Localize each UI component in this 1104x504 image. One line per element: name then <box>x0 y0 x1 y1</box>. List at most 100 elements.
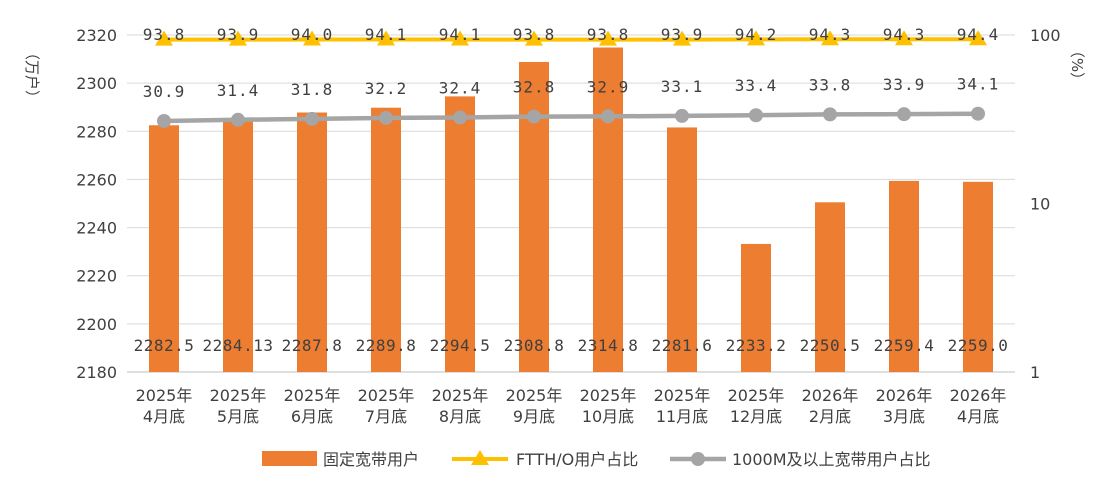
category-label-line: 2025年 <box>284 386 341 405</box>
category-label-line: 2025年 <box>728 386 785 405</box>
category-label-line: 7月底 <box>365 407 407 426</box>
legend-swatch-bar <box>262 451 317 466</box>
category-label: 2025年 8月底 <box>432 386 489 426</box>
bar-value-label: 2289.8 <box>356 336 417 355</box>
bar-value-label: 2259.0 <box>948 336 1009 355</box>
line-data-labels: 93.8 93.9 94.0 94.1 94.1 93.8 93.8 93.9 94.2 94.3… <box>143 25 1000 101</box>
category-label: 2025年 4月底 <box>136 386 193 426</box>
category-label: 2025年 12月底 <box>728 386 785 426</box>
category-label: 2025年 6月底 <box>284 386 341 426</box>
line-value-label: 31.8 <box>291 80 334 99</box>
bar-value-label: 2233.2 <box>726 336 787 355</box>
category-label-line: 2025年 <box>136 386 193 405</box>
category-label: 2025年 7月底 <box>358 386 415 426</box>
line-value-label: 93.8 <box>587 25 630 44</box>
category-label-line: 8月底 <box>439 407 481 426</box>
category-label-line: 6月底 <box>291 407 333 426</box>
bar <box>445 96 475 372</box>
category-label-line: 2025年 <box>210 386 267 405</box>
bar <box>815 202 845 372</box>
left-axis-tick-label: 2280 <box>76 122 117 141</box>
axes: 2180 2200 2220 2240 2260 2280 2300 2320 1 10 100 （万… <box>23 26 1086 426</box>
bar-value-label: 2281.6 <box>652 336 713 355</box>
category-label-line: 5月底 <box>217 407 259 426</box>
bar-value-label: 2314.8 <box>578 336 639 355</box>
bar-value-label: 2259.4 <box>874 336 935 355</box>
category-label: 2026年 2月底 <box>802 386 859 426</box>
category-label-line: 2025年 <box>358 386 415 405</box>
bar-value-label: 2308.8 <box>504 336 565 355</box>
category-label: 2025年 5月底 <box>210 386 267 426</box>
circle-marker <box>971 106 985 121</box>
right-axis-tick-label: 1 <box>1030 363 1040 382</box>
line-value-label: 32.8 <box>513 78 556 97</box>
left-axis-tick-label: 2320 <box>76 26 117 45</box>
category-label: 2025年 11月底 <box>654 386 711 426</box>
bar <box>667 127 697 372</box>
category-label-line: 9月底 <box>513 407 555 426</box>
bar-value-label: 2250.5 <box>800 336 861 355</box>
line-value-label: 32.4 <box>439 78 482 97</box>
bar-data-labels: 2282.5 2284.13 2287.8 2289.8 2294.5 2308.8 231… <box>134 336 1009 355</box>
line-value-label: 31.4 <box>217 81 260 100</box>
line-value-label: 30.9 <box>143 82 186 101</box>
left-axis-unit: （万户） <box>23 45 41 105</box>
right-axis-unit: （%） <box>1068 43 1086 87</box>
circle-marker <box>527 109 541 124</box>
left-axis-tick-label: 2180 <box>76 363 117 382</box>
circle-marker <box>601 109 615 124</box>
line-value-label: 94.2 <box>735 25 778 44</box>
legend-circle-marker <box>691 452 705 466</box>
circle-marker <box>897 107 911 122</box>
circle-marker <box>453 110 467 125</box>
category-label-line: 4月底 <box>143 407 185 426</box>
triangle-marker <box>673 30 691 46</box>
category-label-line: 2025年 <box>654 386 711 405</box>
line-value-label: 33.9 <box>883 75 926 94</box>
line-value-label: 94.1 <box>365 25 408 44</box>
line-value-label: 93.9 <box>217 25 260 44</box>
circle-marker <box>675 108 689 123</box>
category-label-line: 3月底 <box>883 407 925 426</box>
gigabit-line <box>163 111 979 124</box>
line-value-label: 93.8 <box>143 25 186 44</box>
category-label-line: 12月底 <box>730 407 782 426</box>
line-value-label: 94.0 <box>291 25 334 44</box>
circle-marker <box>749 108 763 123</box>
category-label-line: 10月底 <box>582 407 634 426</box>
bar-value-label: 2294.5 <box>430 336 491 355</box>
bar <box>149 125 179 373</box>
left-axis-tick-label: 2220 <box>76 267 117 286</box>
triangle-marker <box>821 30 839 46</box>
triangle-marker <box>969 30 987 46</box>
right-axis-tick-label: 10 <box>1030 195 1050 214</box>
line-value-label: 33.1 <box>661 77 704 96</box>
left-axis-tick-label: 2300 <box>76 74 117 93</box>
triangle-marker <box>895 30 913 46</box>
gridlines <box>127 34 1015 373</box>
category-label-line: 4月底 <box>957 407 999 426</box>
bar-series-fixed-broadband <box>149 47 993 373</box>
line-value-label: 93.8 <box>513 25 556 44</box>
triangle-marker <box>451 30 469 46</box>
bar <box>371 107 401 373</box>
legend: 固定宽带用户 FTTH/O用户占比 1000M及以上宽带用户占比 <box>262 450 931 469</box>
line-value-label: 33.8 <box>809 75 852 94</box>
circle-marker <box>305 111 319 126</box>
legend-label: FTTH/O用户占比 <box>516 450 638 469</box>
category-label-line: 2026年 <box>876 386 933 405</box>
category-label: 2026年 3月底 <box>876 386 933 426</box>
category-label: 2025年 10月底 <box>580 386 637 426</box>
line-value-label: 94.4 <box>957 25 1000 44</box>
line-value-label: 32.9 <box>587 77 630 96</box>
bar <box>889 180 919 372</box>
right-axis-tick-label: 100 <box>1030 26 1061 45</box>
bar <box>519 61 549 373</box>
category-label: 2026年 4月底 <box>950 386 1007 426</box>
circle-marker <box>379 110 393 125</box>
circle-marker <box>823 107 837 122</box>
triangle-marker <box>599 30 617 46</box>
bar <box>963 181 993 372</box>
line-value-label: 94.3 <box>883 25 926 44</box>
